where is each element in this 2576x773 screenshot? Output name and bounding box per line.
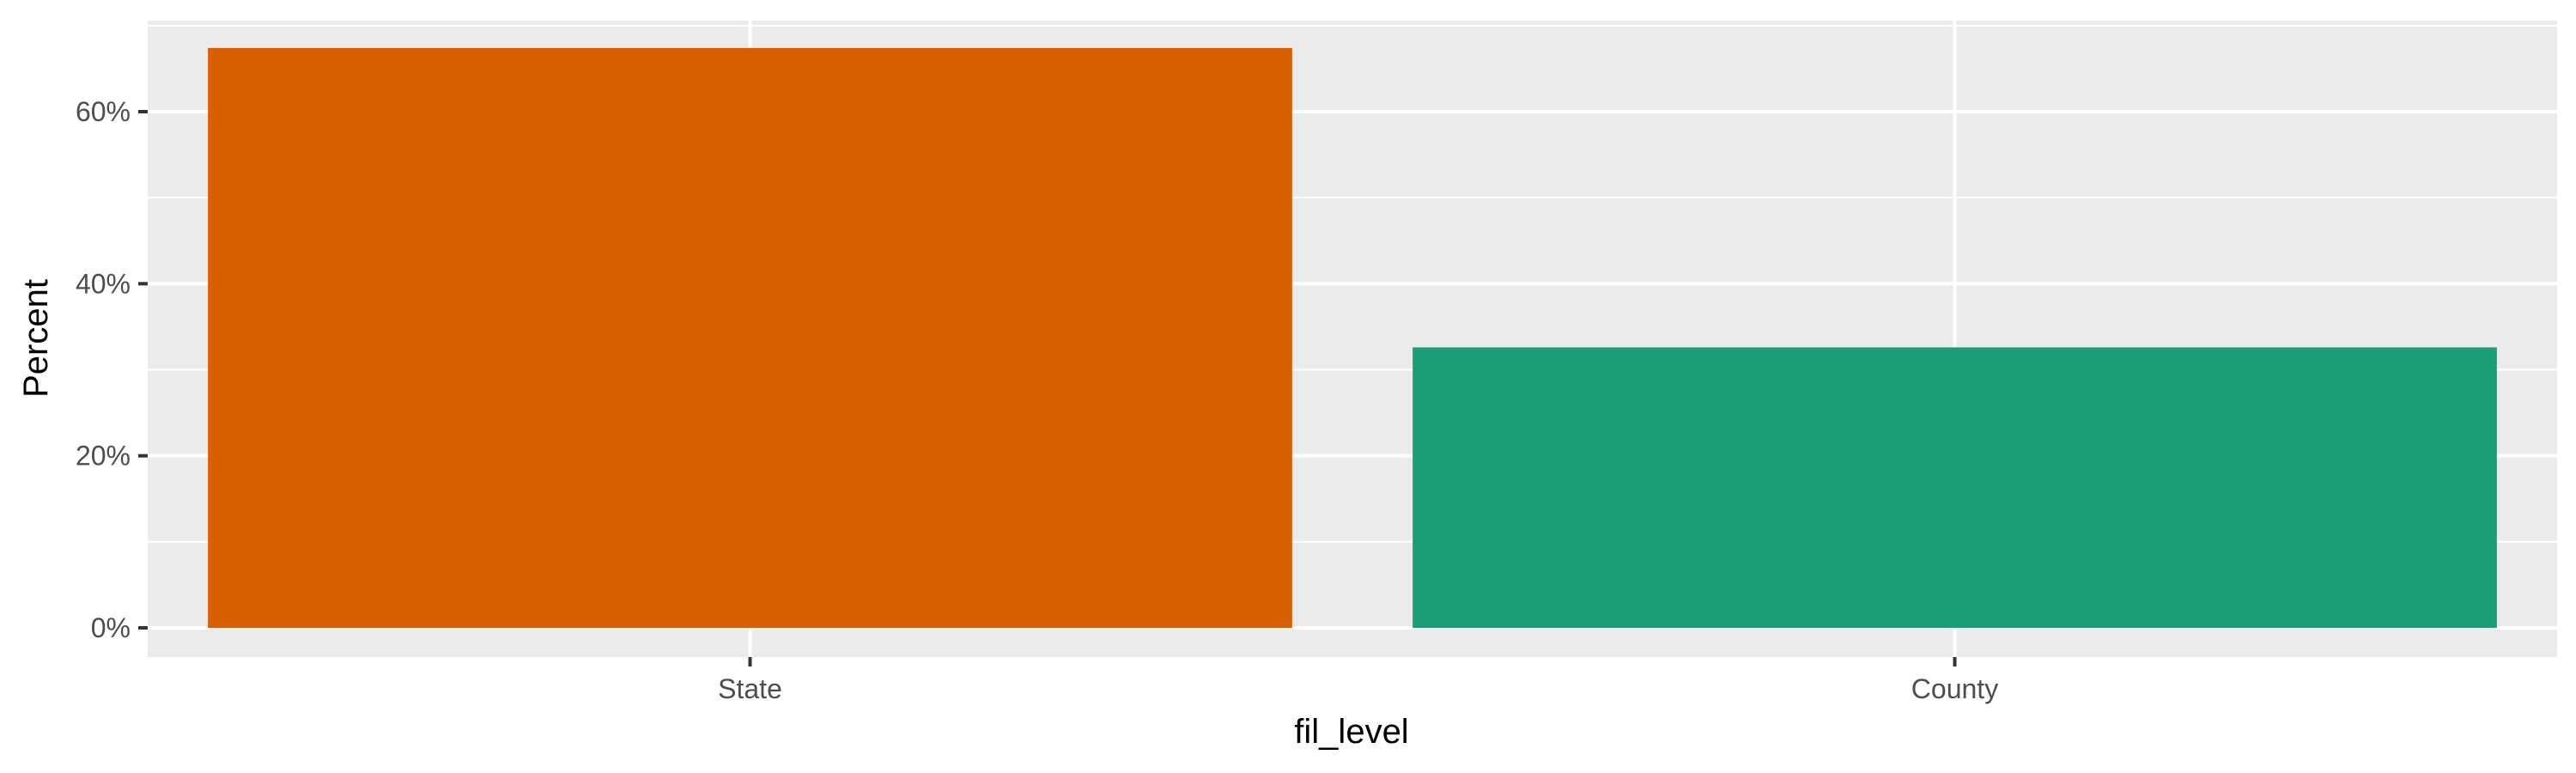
bar-county: [1413, 347, 2497, 628]
x-axis-title: fil_level: [1294, 713, 1408, 751]
y-tick-label: 40%: [76, 268, 131, 299]
x-tick-label: State: [718, 673, 782, 704]
y-tick-label: 60%: [76, 96, 131, 127]
x-tick-label: County: [1911, 673, 1998, 704]
y-tick-label: 0%: [91, 612, 131, 643]
x-axis: State County: [718, 657, 1998, 704]
bars: [208, 47, 2497, 629]
bar-state: [208, 47, 1292, 629]
y-axis-title: Percent: [17, 279, 55, 398]
y-tick-label: 20%: [76, 441, 131, 472]
y-axis: 0% 20% 40% 60%: [76, 96, 148, 643]
